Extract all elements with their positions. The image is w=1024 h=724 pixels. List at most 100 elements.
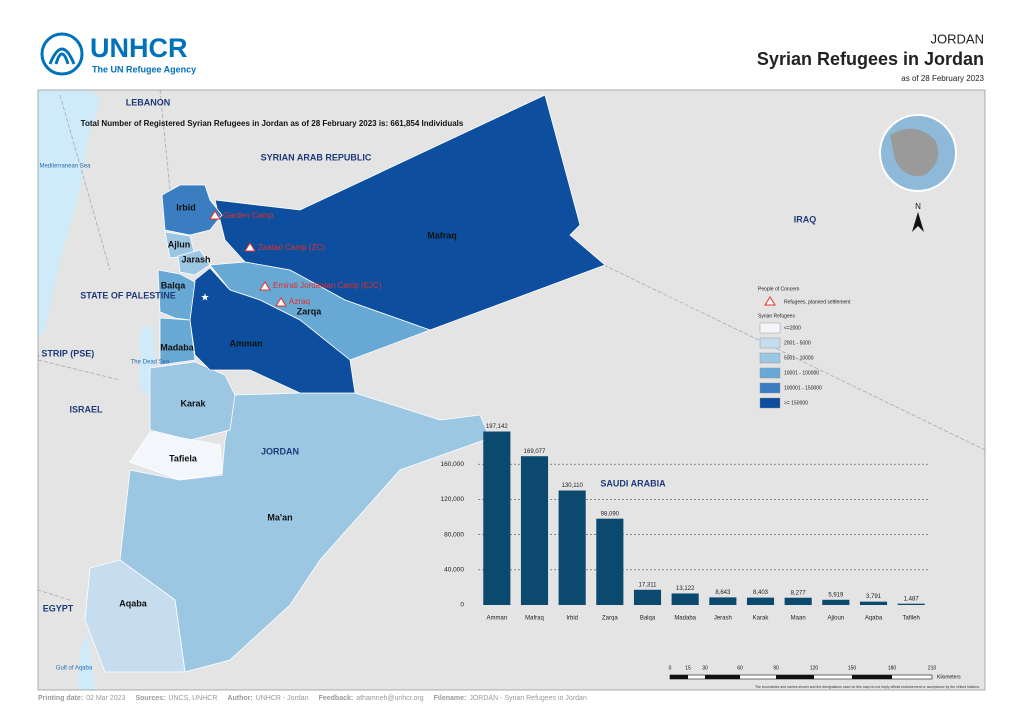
country-label: ISRAEL	[69, 404, 103, 414]
footer-value: athamneh@unhcr.org	[356, 695, 424, 702]
camp-label: Azraq	[289, 297, 310, 306]
map: ★ Garden Camp Zaatari Camp (ZC) Emirati …	[14, 90, 985, 690]
governorate-label: Amman	[229, 338, 262, 348]
scale-label: 210	[928, 665, 937, 671]
scale-label: 15	[685, 665, 691, 671]
value-label: 130,110	[562, 483, 584, 489]
bar	[897, 603, 925, 605]
scale-label: 180	[888, 665, 897, 671]
value-label: 8,403	[753, 590, 769, 596]
x-tick-label: Irbid	[566, 616, 578, 622]
value-label: 197,142	[486, 424, 508, 430]
legend-class-label: <=2000	[784, 325, 801, 331]
scale-label: 150	[848, 665, 857, 671]
country-label: STATE OF PALESTINE	[80, 290, 176, 300]
scale-unit: Kilometers	[937, 674, 961, 680]
disclaimer: The boundaries and names shown and the d…	[755, 685, 980, 689]
camp-markers	[209, 210, 287, 307]
country-label: GAZA STRIP (PSE)	[14, 348, 95, 358]
value-label: 17,311	[639, 582, 658, 588]
scale-label: 120	[810, 665, 819, 671]
value-label: 3,791	[866, 594, 882, 600]
bar	[859, 601, 888, 605]
country-label: SYRIAN ARAB REPUBLIC	[261, 152, 372, 162]
region-jarash	[177, 249, 211, 276]
y-tick-label: 80,000	[444, 531, 464, 538]
bar	[520, 456, 549, 605]
water-label: Gulf of Aqaba	[56, 666, 93, 672]
footer-label: Feedback:	[319, 695, 354, 702]
bar	[596, 518, 624, 605]
scale-bar	[669, 674, 933, 680]
logo-text: UNHCR	[90, 33, 188, 63]
scale-label: 0	[669, 665, 672, 671]
country: JORDAN	[931, 31, 984, 46]
governorate-label: Ma'an	[267, 512, 292, 522]
governorate-label: Aqaba	[119, 598, 148, 608]
country-label: SAUDI ARABIA	[600, 478, 666, 488]
x-tick-label: Mafraq	[525, 616, 544, 622]
y-tick-label: 160,000	[441, 461, 465, 468]
legend-camp-symbol	[764, 296, 776, 306]
scale-label: 60	[737, 665, 743, 671]
water-label: Mediterranean Sea	[39, 164, 91, 170]
legend-swatch	[759, 352, 781, 364]
country-label: IRAQ	[794, 214, 817, 224]
total-note: Total Number of Registered Syrian Refuge…	[81, 119, 464, 128]
logo-emblem	[40, 32, 84, 76]
x-tick-label: Amman	[486, 616, 507, 622]
x-tick-label: Jerash	[714, 616, 732, 622]
value-label: 8,643	[715, 590, 731, 596]
region-karak	[149, 361, 236, 441]
y-tick-label: 0	[460, 602, 464, 609]
capital-star: ★	[201, 293, 210, 304]
governorate-label: Karak	[180, 398, 206, 408]
governorate-label: Balqa	[161, 280, 187, 290]
camp-marker	[275, 297, 287, 307]
region-irbid	[161, 184, 223, 236]
camp-label: Zaatari Camp (ZC)	[258, 243, 325, 252]
bar	[483, 431, 511, 605]
bar	[746, 597, 775, 605]
x-tick-label: Karak	[753, 616, 770, 622]
logo-subtitle: The UN Refugee Agency	[92, 64, 196, 74]
x-tick-label: Balqa	[640, 616, 656, 622]
footer: Printing date: 02 Mar 2023 Sources: UNCS, U…	[38, 695, 587, 702]
bar	[671, 593, 699, 605]
region-tafiela	[129, 431, 223, 481]
scale-label: 90	[773, 665, 779, 671]
x-tick-label: Madaba	[674, 616, 696, 622]
governorate-label: Zarqa	[297, 306, 323, 316]
border	[38, 90, 985, 601]
footer-label: Printing date:	[38, 695, 83, 702]
north-arrow	[912, 212, 924, 232]
x-tick-label: Tafileh	[902, 616, 919, 622]
footer-value: UNHCR - Jordan	[256, 695, 309, 702]
governorate-label: Irbid	[176, 202, 196, 212]
legend-swatch	[759, 382, 781, 394]
value-label: 5,919	[828, 592, 844, 598]
region-amman	[189, 267, 356, 394]
governorate-label: Tafiela	[169, 453, 198, 463]
water-label: The Dead Sea	[131, 360, 170, 366]
legend-title: People of Concern	[758, 286, 800, 292]
legend-class-label: 100001 - 150000	[784, 385, 822, 391]
value-label: 8,277	[791, 590, 807, 596]
legend-classes-title: Syrian Refugees	[758, 313, 795, 319]
x-tick-label: Aqaba	[865, 616, 883, 622]
footer-value: JORDAN - Syrian Refugees in Jordan	[469, 695, 587, 702]
north-label: N	[915, 202, 921, 211]
bar	[558, 490, 586, 605]
logo-emblem	[48, 47, 76, 65]
legend-camp-label: Refugees, planned settlement	[784, 299, 851, 305]
scale-label: 30	[702, 665, 708, 671]
camp-marker	[259, 281, 271, 291]
country-label: LEBANON	[126, 97, 171, 107]
legend-swatch	[759, 322, 781, 334]
scale-labels: 0 15 30 60 90 120 150 180 210	[669, 665, 937, 671]
bar	[784, 597, 812, 605]
governorate-label: Mafraq	[427, 230, 457, 240]
legend-class-label: 5001 - 10000	[784, 355, 814, 361]
region-mafraq	[214, 94, 606, 331]
